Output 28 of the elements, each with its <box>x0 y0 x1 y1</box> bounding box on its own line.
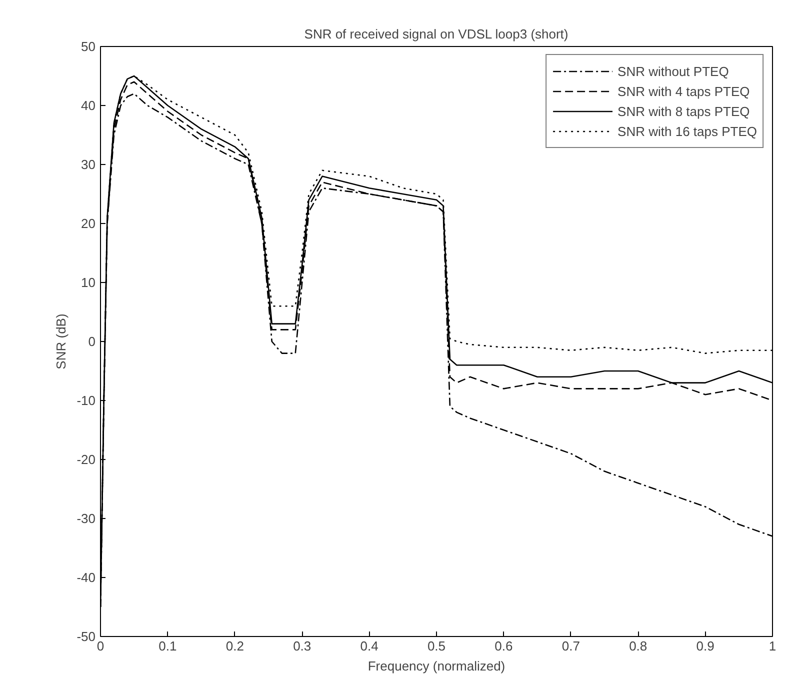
y-tick-label: -30 <box>76 511 96 526</box>
x-tick-label: 0.6 <box>494 638 513 654</box>
x-tick-label: 0.1 <box>158 638 177 654</box>
y-tick-label: 30 <box>81 157 96 172</box>
x-tick-label: 0.2 <box>226 638 244 654</box>
chart-title: SNR of received signal on VDSL loop3 (short) <box>304 26 568 42</box>
y-tick-label: -20 <box>76 452 96 467</box>
y-axis-title: SNR (dB) <box>54 314 69 370</box>
y-tick-label: -10 <box>76 393 96 408</box>
y-tick-label: 10 <box>81 275 96 290</box>
x-tick-label: 0.4 <box>360 638 378 654</box>
legend-label: SNR without PTEQ <box>618 63 729 79</box>
y-tick-label: -40 <box>76 570 96 585</box>
y-tick-label: 40 <box>81 98 96 113</box>
y-tick-label: 0 <box>88 334 96 349</box>
y-tick-label: 20 <box>81 216 96 231</box>
legend-label: SNR with 16 taps PTEQ <box>618 123 757 139</box>
y-tick-label: -50 <box>76 629 96 644</box>
legend-label: SNR with 8 taps PTEQ <box>618 103 750 119</box>
x-tick-label: 0.3 <box>293 638 312 654</box>
x-tick-label: 0.9 <box>696 638 714 654</box>
legend-label: SNR with 4 taps PTEQ <box>618 83 750 99</box>
y-tick-label: 50 <box>81 39 96 54</box>
x-tick-label: 1 <box>768 638 776 654</box>
x-axis-title: Frequency (normalized) <box>368 658 506 674</box>
x-tick-label: 0.5 <box>427 638 446 654</box>
x-tick-label: 0.7 <box>562 638 580 654</box>
x-tick-label: 0.8 <box>629 638 648 654</box>
